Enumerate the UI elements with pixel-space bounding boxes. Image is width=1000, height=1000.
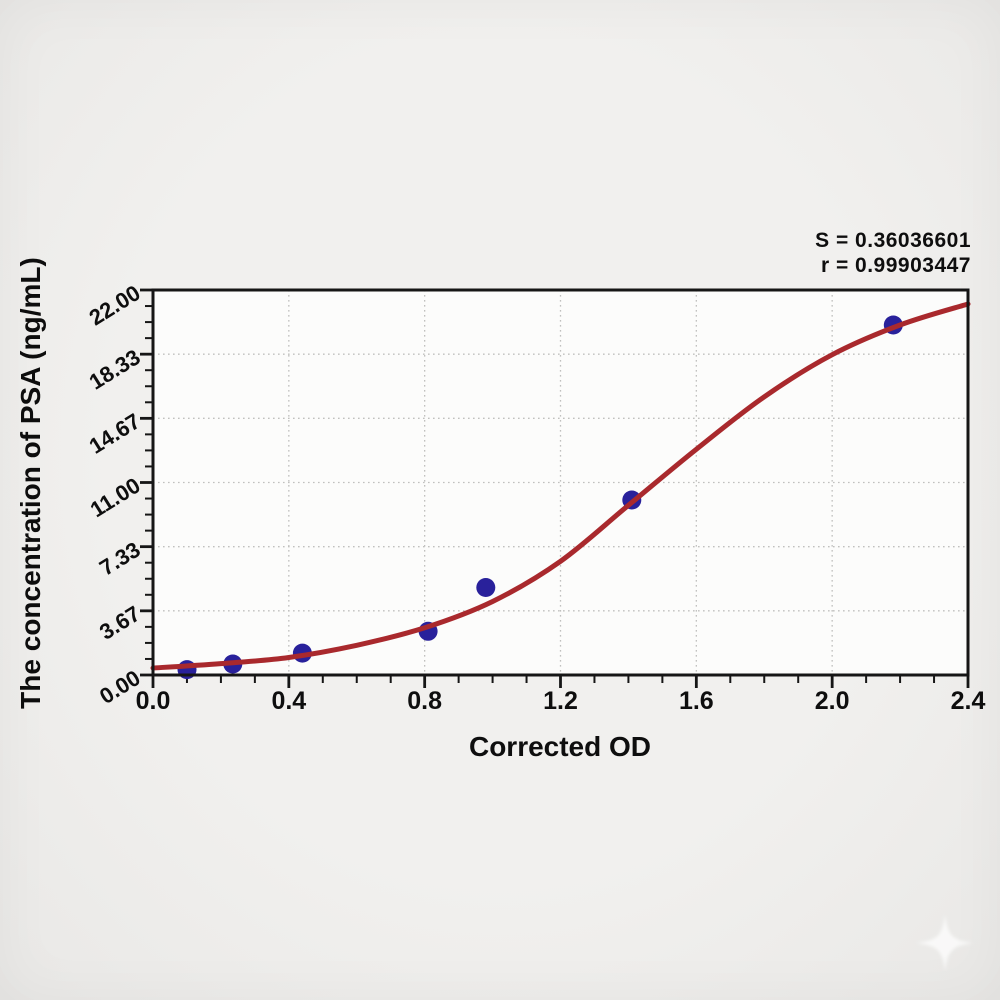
- y-tick-label: 18.33: [85, 344, 145, 394]
- x-tick-label: 0.8: [407, 687, 442, 715]
- x-tick-label: 2.0: [815, 687, 850, 715]
- y-tick-label: 7.33: [95, 537, 145, 581]
- x-axis-title: Corrected OD: [469, 731, 651, 762]
- y-tick-label: 22.00: [85, 280, 145, 330]
- x-tick-label: 2.4: [951, 687, 986, 715]
- stat-r-value: r = 0.99903447: [821, 254, 971, 277]
- y-axis-title: The concentration of PSA (ng/mL): [15, 257, 46, 709]
- y-tick-label: 14.67: [85, 408, 145, 458]
- fit-curve: [150, 301, 971, 671]
- stat-s-value: S = 0.36036601: [815, 229, 971, 252]
- y-tick-label: 11.00: [86, 473, 145, 523]
- x-tick-label: 0.4: [271, 687, 306, 715]
- x-tick-label: 1.2: [543, 687, 578, 715]
- plot-frame: [151, 288, 970, 677]
- data-point: [476, 578, 496, 597]
- grid-layer: [153, 290, 968, 675]
- sparkle-watermark-icon: [917, 915, 973, 971]
- fit-curve-layer: [150, 301, 971, 671]
- x-tick-label: 0.0: [136, 687, 171, 715]
- x-tick-label: 1.6: [679, 687, 714, 715]
- y-tick-label: 3.67: [95, 601, 145, 645]
